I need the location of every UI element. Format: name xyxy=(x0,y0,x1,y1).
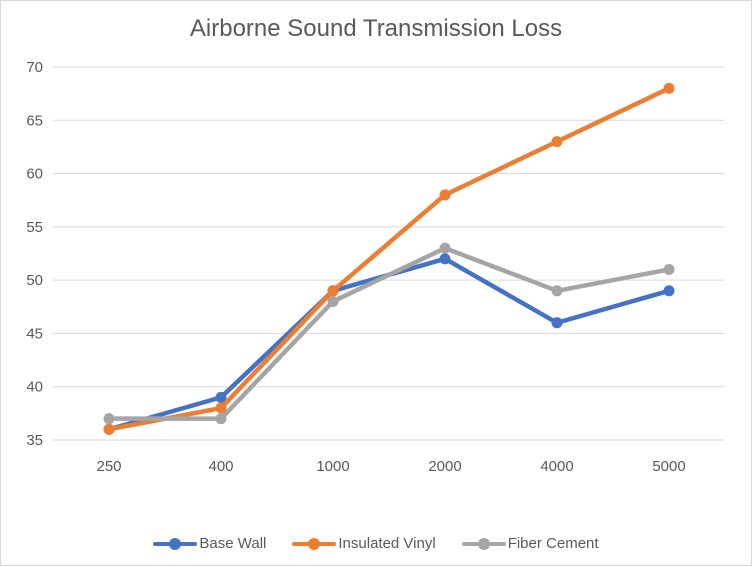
legend-marker-icon xyxy=(461,537,506,550)
chart-legend: Base Wall Insulated Vinyl Fiber Cement xyxy=(1,535,751,552)
data-point-base-wall xyxy=(663,285,675,297)
legend-marker-icon xyxy=(153,537,198,550)
data-point-fiber-cement xyxy=(663,263,675,275)
data-point-insulated-vinyl xyxy=(103,423,115,435)
data-point-insulated-vinyl xyxy=(551,136,563,148)
legend-marker-icon xyxy=(292,537,337,550)
data-point-base-wall xyxy=(215,391,227,403)
data-point-fiber-cement xyxy=(439,242,451,254)
data-point-fiber-cement xyxy=(103,413,115,425)
legend-item: Insulated Vinyl xyxy=(292,535,436,552)
y-tick-label: 50 xyxy=(26,272,43,289)
x-tick-label: 250 xyxy=(96,458,121,475)
data-point-fiber-cement xyxy=(215,413,227,425)
y-tick-label: 55 xyxy=(26,219,43,236)
legend-label: Base Wall xyxy=(199,535,267,552)
x-tick-label: 5000 xyxy=(652,458,685,475)
series-line-insulated-vinyl xyxy=(106,86,672,432)
data-point-insulated-vinyl xyxy=(215,402,227,414)
legend-label: Fiber Cement xyxy=(507,535,599,552)
y-tick-label: 35 xyxy=(26,432,43,449)
x-tick-label: 2000 xyxy=(428,458,461,475)
x-tick-label: 4000 xyxy=(540,458,573,475)
data-point-fiber-cement xyxy=(327,295,339,307)
legend-label: Insulated Vinyl xyxy=(338,535,436,552)
data-point-insulated-vinyl xyxy=(663,82,675,94)
data-point-base-wall xyxy=(439,253,451,265)
legend-item: Fiber Cement xyxy=(461,535,599,552)
y-tick-label: 45 xyxy=(26,325,43,342)
y-tick-label: 65 xyxy=(26,112,43,129)
data-point-insulated-vinyl xyxy=(327,285,339,297)
chart-title: Airborne Sound Transmission Loss xyxy=(189,15,563,42)
y-tick-label: 70 xyxy=(26,59,43,76)
data-point-insulated-vinyl xyxy=(439,189,451,201)
x-tick-label: 1000 xyxy=(316,458,349,475)
data-point-fiber-cement xyxy=(551,285,563,297)
legend-item: Base Wall xyxy=(153,535,266,552)
data-point-base-wall xyxy=(551,317,563,329)
y-tick-label: 60 xyxy=(26,166,43,183)
y-tick-label: 40 xyxy=(26,379,43,396)
x-tick-label: 400 xyxy=(208,458,233,475)
series-line-fiber-cement xyxy=(106,245,672,421)
